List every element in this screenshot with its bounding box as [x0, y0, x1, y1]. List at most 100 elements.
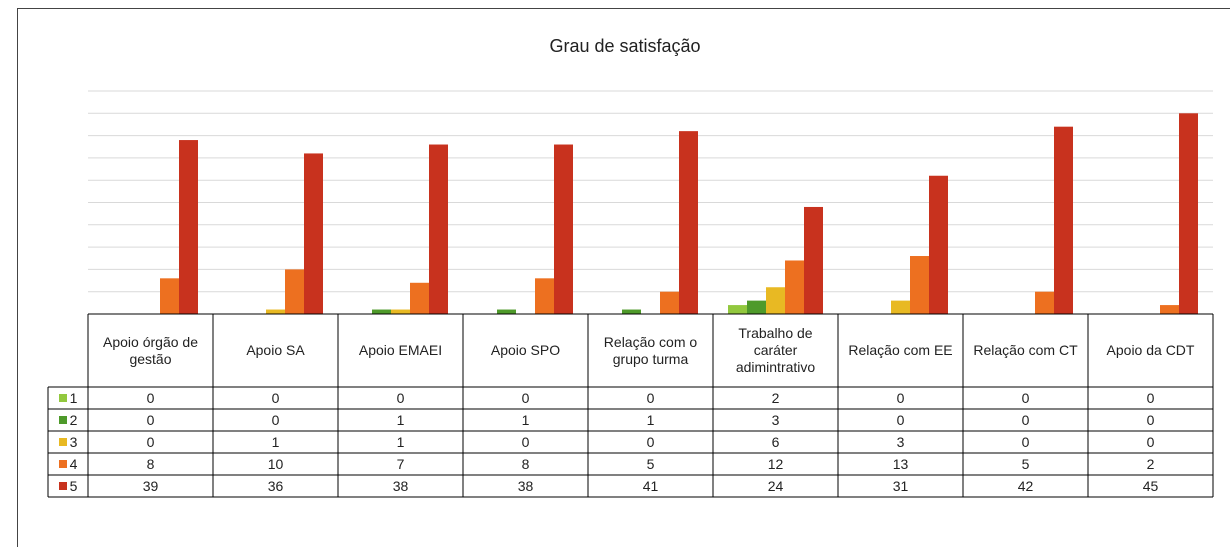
bar	[1179, 113, 1198, 314]
bar	[285, 269, 304, 314]
table-value: 0	[1146, 433, 1155, 450]
table-value: 0	[1146, 389, 1155, 406]
bar	[554, 144, 573, 314]
legend-entry: 2	[48, 409, 88, 431]
table-value: 6	[771, 433, 780, 450]
table-value: 1	[646, 411, 655, 428]
legend-entry: 5	[48, 475, 88, 497]
table-value: 0	[1021, 389, 1030, 406]
table-value: 0	[896, 411, 905, 428]
legend-swatch	[58, 438, 67, 446]
table-value: 0	[521, 389, 530, 406]
table-value: 5	[1021, 455, 1030, 472]
table-value: 38	[392, 477, 409, 494]
bar	[1035, 291, 1054, 314]
category-label: Apoio órgão de gestão	[103, 333, 198, 367]
bar	[179, 140, 198, 314]
table-value: 2	[771, 389, 780, 406]
legend-swatch	[58, 482, 67, 490]
table-value: 0	[1021, 411, 1030, 428]
table-value: 42	[1017, 477, 1034, 494]
bar	[266, 309, 285, 314]
bar	[804, 206, 823, 314]
table-value: 5	[646, 455, 655, 472]
table-value: 1	[396, 433, 405, 450]
legend-entry: 1	[48, 387, 88, 409]
category-label: Apoio da CDT	[1106, 342, 1195, 358]
table-value: 2	[1146, 455, 1155, 472]
bar	[622, 309, 641, 314]
table-value: 0	[1021, 433, 1030, 450]
category-label: Apoio EMAEI	[358, 342, 443, 358]
category-label: Relação com EE	[848, 342, 953, 358]
table-value: 1	[396, 411, 405, 428]
legend-label: 4	[69, 455, 78, 472]
chart-title: Grau de satisfação	[549, 36, 700, 56]
bar	[1054, 126, 1073, 315]
table-value: 12	[767, 455, 784, 472]
table-value: 41	[642, 477, 659, 494]
table-value: 8	[521, 455, 530, 472]
bar	[372, 309, 391, 314]
category-label: Relação com CT	[973, 342, 1078, 358]
legend-swatch	[58, 394, 67, 402]
bar	[497, 309, 516, 314]
category-label: Apoio SPO	[490, 342, 561, 358]
legend-label: 2	[69, 411, 78, 428]
table-value: 0	[896, 389, 905, 406]
category-label: Trabalho de caráter adimintrativo	[735, 325, 816, 375]
bar	[891, 300, 910, 314]
table-value: 0	[396, 389, 405, 406]
table-value: 39	[142, 477, 159, 494]
bar	[160, 278, 179, 314]
chart-border	[17, 8, 1230, 547]
bar	[747, 300, 766, 314]
bar	[728, 305, 747, 314]
table-value: 8	[146, 455, 155, 472]
table-value: 0	[646, 433, 655, 450]
table-value: 13	[892, 455, 909, 472]
table-value: 7	[396, 455, 405, 472]
bar	[391, 309, 410, 314]
table-value: 24	[767, 477, 784, 494]
legend-entry: 4	[48, 453, 88, 475]
table-value: 3	[771, 411, 780, 428]
table-value: 0	[271, 411, 280, 428]
legend-swatch	[58, 416, 67, 424]
legend-label: 1	[69, 389, 78, 406]
legend-swatch	[58, 460, 67, 468]
bar	[535, 278, 554, 314]
bar	[785, 260, 804, 314]
bar	[429, 144, 448, 314]
table-value: 36	[267, 477, 284, 494]
table-value: 1	[271, 433, 280, 450]
table-value: 0	[146, 433, 155, 450]
category-label: Relação com o grupo turma	[603, 333, 698, 367]
bar	[304, 153, 323, 314]
bar	[410, 282, 429, 314]
bar	[660, 291, 679, 314]
bar	[910, 256, 929, 314]
table-value: 0	[271, 389, 280, 406]
table-value: 0	[646, 389, 655, 406]
table-value: 3	[896, 433, 905, 450]
category-label: Apoio SA	[246, 342, 305, 358]
table-value: 0	[146, 389, 155, 406]
bar	[679, 131, 698, 314]
legend-label: 5	[69, 477, 78, 494]
table-value: 45	[1142, 477, 1159, 494]
table-value: 38	[517, 477, 534, 494]
table-value: 0	[1146, 411, 1155, 428]
table-value: 1	[521, 411, 530, 428]
bar	[929, 175, 948, 314]
bar	[1160, 305, 1179, 314]
table-value: 10	[267, 455, 284, 472]
table-value: 0	[146, 411, 155, 428]
table-value: 31	[892, 477, 909, 494]
bar	[766, 287, 785, 314]
table-value: 0	[521, 433, 530, 450]
legend-label: 3	[69, 433, 78, 450]
legend-entry: 3	[48, 431, 88, 453]
